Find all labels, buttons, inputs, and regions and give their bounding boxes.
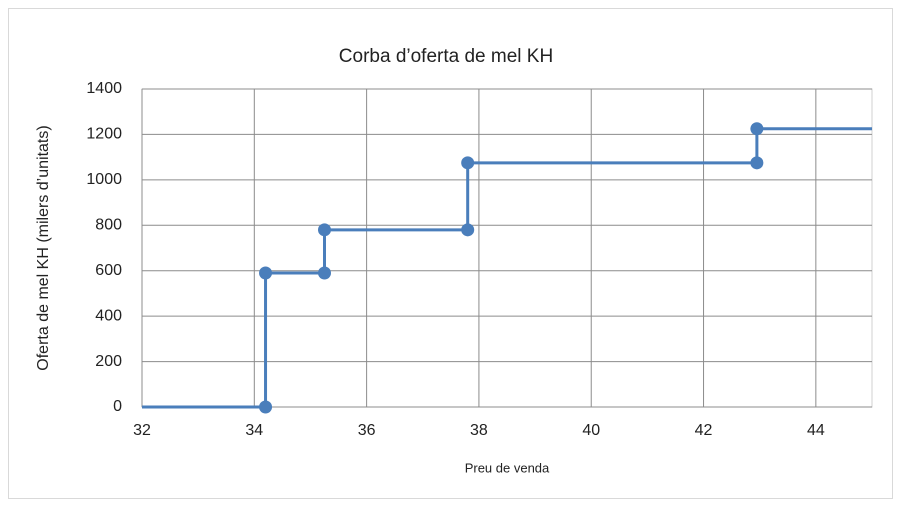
x-tick-label: 40 — [582, 422, 600, 439]
y-tick-label: 600 — [95, 262, 122, 279]
data-point — [318, 223, 331, 237]
y-tick-label: 0 — [113, 398, 122, 415]
x-tick-label: 32 — [133, 422, 151, 439]
y-tick-label: 1000 — [86, 171, 122, 188]
chart-title: Corba d’oferta de mel KH — [339, 46, 553, 67]
data-point — [461, 223, 475, 237]
x-axis-label: Preu de venda — [465, 460, 550, 475]
x-tick-label: 38 — [470, 422, 488, 439]
data-point — [750, 156, 764, 170]
data-point — [750, 122, 764, 136]
series-line — [142, 127, 872, 409]
data-point — [318, 266, 331, 280]
y-tick-label: 400 — [95, 307, 122, 324]
x-tick-label: 34 — [245, 422, 263, 439]
y-tick-label: 800 — [95, 217, 122, 234]
data-point — [461, 156, 475, 170]
y-tick-label: 1400 — [86, 80, 122, 97]
x-tick-label: 42 — [695, 422, 713, 439]
y-tick-label: 1200 — [86, 126, 122, 143]
y-tick-label: 200 — [95, 353, 122, 370]
x-tick-label: 36 — [358, 422, 376, 439]
chart-border — [8, 8, 893, 499]
x-tick-label: 44 — [807, 422, 825, 439]
data-point — [259, 266, 273, 280]
y-axis-label: Oferta de mel KH (milers d’unitats) — [35, 125, 52, 370]
data-point — [259, 400, 273, 414]
